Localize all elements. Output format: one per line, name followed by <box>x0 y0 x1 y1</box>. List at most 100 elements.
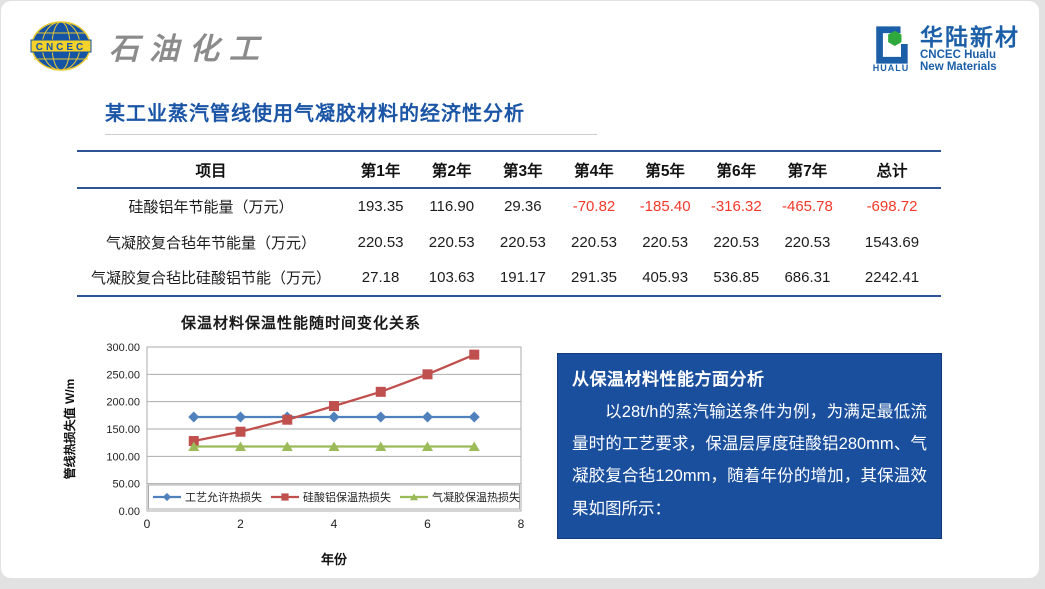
legend-box <box>148 484 520 510</box>
legend-label: 工艺允许热损失 <box>185 490 262 504</box>
cell-value: 1543.69 <box>864 233 920 251</box>
column-header-4: 第4年 <box>574 162 614 180</box>
cell-value: 220.53 <box>713 233 760 251</box>
table-row: 气凝胶复合毡比硅酸铝节能（万元） 27.18 103.63 191.17 291.35 4… <box>77 260 941 296</box>
column-header-0: 项目 <box>195 162 227 180</box>
marker-triangle <box>409 493 419 501</box>
chart-svg: 0.00 50.00 100.00 150.00 200.00 250.00 300.00 0… <box>62 342 525 567</box>
marker-triangle <box>235 441 246 451</box>
marker-square <box>235 426 246 437</box>
svg-text:CNCEC: CNCEC <box>36 42 87 53</box>
column-header-6: 第6年 <box>716 162 757 180</box>
analysis-box: 从保温材料性能方面分析 以28t/h的蒸汽输送条件为例，为满足最低流量时的工艺要… <box>557 353 942 539</box>
marker-triangle <box>281 441 293 451</box>
company-name-right-en1: CNCEC Hualu <box>920 49 997 62</box>
cell-value: 405.93 <box>642 269 689 286</box>
hualu-icon-caption: HUALU <box>872 63 910 73</box>
economics-table: 项目 第1年 第2年 第3年 第4年 第5年 第6年 第7年 总计 硅酸铝年节能量（万元） 193… <box>77 150 941 297</box>
x-tick-label: 6 <box>424 517 431 531</box>
presentation-slide: CNCEC 石油化工 HUALU 华陆新材 CNCEC Hualu New Ma… <box>1 1 1039 578</box>
y-axis-title: 管线热损失值 W/m <box>62 379 77 480</box>
marker-diamond <box>235 411 246 423</box>
cell-value: 220.53 <box>571 233 617 251</box>
column-header-2: 第2年 <box>431 162 472 180</box>
marker-triangle <box>375 441 387 451</box>
marker-diamond <box>375 411 387 423</box>
marker-triangle <box>328 441 340 451</box>
y-tick-label: 150.00 <box>106 424 140 436</box>
cell-value: 686.31 <box>784 269 831 286</box>
cell-value: 191.17 <box>499 269 546 286</box>
marker-diamond <box>422 411 433 423</box>
cncec-globe-icon: CNCEC <box>30 21 92 71</box>
cell-value: 116.90 <box>429 198 475 215</box>
analysis-box-title: 从保温材料性能方面分析 <box>572 370 765 389</box>
marker-square <box>329 401 339 412</box>
column-header-7: 第7年 <box>787 162 828 180</box>
cncec-logo: CNCEC 石油化工 <box>29 19 269 73</box>
y-tick-label: 200.00 <box>106 397 140 409</box>
hualu-logo: HUALU 华陆新材 CNCEC Hualu New Materials <box>869 25 1020 73</box>
cell-value: 2242.41 <box>864 269 920 286</box>
cell-value: 291.35 <box>571 269 617 286</box>
y-tick-label: 250.00 <box>106 369 140 381</box>
x-tick-label: 4 <box>331 517 338 531</box>
marker-diamond <box>162 492 172 502</box>
company-name-left: 石油化工 <box>109 33 269 66</box>
y-tick-label: 50.00 <box>112 479 140 491</box>
company-name-right-en2: New Materials <box>920 61 997 74</box>
cell-value: 220.53 <box>642 233 689 251</box>
marker-diamond <box>188 411 200 423</box>
company-name-right-cn: 华陆新材 <box>920 24 1020 50</box>
cell-value: -698.72 <box>866 198 918 215</box>
cell-value: -316.32 <box>710 198 762 215</box>
x-axis-title: 年份 <box>321 552 348 567</box>
column-header-1: 第1年 <box>360 162 401 180</box>
cell-value: 193.35 <box>357 198 404 215</box>
cell-value: 27.18 <box>361 269 400 286</box>
cell-value: 220.53 <box>784 233 831 251</box>
column-header-3: 第3年 <box>503 162 543 180</box>
table-row: 气凝胶复合毡年节能量（万元） 220.53 220.53 220.53 220.53 22… <box>77 224 941 260</box>
cell-value: -70.82 <box>572 198 616 215</box>
cell-value: 103.63 <box>428 269 475 286</box>
marker-square <box>282 414 293 425</box>
cell-value: -185.40 <box>639 198 691 215</box>
marker-triangle <box>188 441 200 451</box>
marker-square <box>422 369 433 380</box>
x-tick-label: 2 <box>237 517 244 531</box>
column-header-8: 总计 <box>876 162 908 180</box>
chart-title: 保温材料保温性能随时间变化关系 <box>180 316 421 332</box>
cell-value: 220.53 <box>357 233 404 251</box>
table-row: 硅酸铝年节能量（万元） 193.35 116.90 29.36 -70.82 -185.4… <box>77 188 941 224</box>
x-tick-label: 0 <box>144 517 151 531</box>
marker-diamond <box>328 411 340 423</box>
marker-diamond <box>468 411 480 423</box>
cell-value: 536.85 <box>713 269 760 286</box>
hualu-logo-icon <box>876 26 908 64</box>
x-tick-label: 8 <box>518 517 525 531</box>
y-tick-label: 100.00 <box>106 451 140 463</box>
marker-triangle <box>422 441 433 451</box>
table-body: 硅酸铝年节能量（万元） 193.35 116.90 29.36 -70.82 -185.4… <box>77 188 941 296</box>
title-divider <box>105 134 597 135</box>
page-title: 某工业蒸汽管线使用气凝胶材料的经济性分析 <box>105 103 525 125</box>
marker-square <box>281 493 289 501</box>
marker-triangle <box>468 441 480 451</box>
marker-square <box>469 349 480 360</box>
plot-border <box>146 346 522 512</box>
cell-value: 220.53 <box>428 233 475 251</box>
cell-value: 220.53 <box>499 233 546 251</box>
legend-label: 硅酸铝保温热损失 <box>303 490 391 504</box>
analysis-box-body: 以28t/h的蒸汽输送条件为例，为满足最低流量时的工艺要求，保温层厚度硅酸铝28… <box>572 403 927 518</box>
y-tick-label: 0.00 <box>119 506 140 518</box>
row-label: 气凝胶复合毡年节能量（万元） <box>105 234 316 252</box>
cell-value: 29.36 <box>504 198 542 215</box>
marker-square <box>375 386 386 397</box>
table-head-row: 项目 第1年 第2年 第3年 第4年 第5年 第6年 第7年 总计 <box>77 151 941 188</box>
legend-label: 气凝胶保温热损失 <box>432 490 520 504</box>
row-label: 气凝胶复合毡比硅酸铝节能（万元） <box>90 270 331 287</box>
column-header-5: 第5年 <box>645 162 685 180</box>
y-tick-label: 300.00 <box>106 342 140 354</box>
cell-value: -465.78 <box>781 198 833 215</box>
